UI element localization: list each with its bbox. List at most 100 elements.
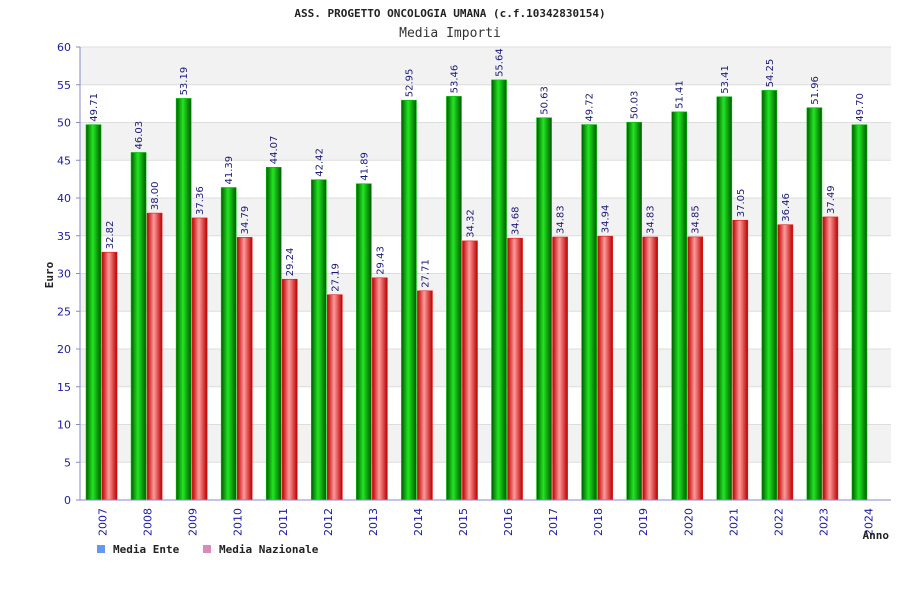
data-label: 27.19	[330, 263, 341, 292]
data-label: 34.94	[601, 205, 612, 234]
x-tick-label: 2014	[412, 508, 425, 536]
x-tick-label: 2024	[862, 508, 875, 536]
data-label: 36.46	[781, 193, 792, 222]
data-label: 54.25	[765, 59, 776, 88]
y-tick-label: 10	[57, 419, 71, 432]
x-tick-label: 2018	[592, 508, 605, 536]
x-tick-label: 2021	[727, 508, 740, 536]
x-tick-label: 2020	[682, 508, 695, 536]
bar-media-ente-2022	[761, 90, 778, 501]
y-axis-title: Euro	[43, 261, 56, 288]
bar-media-nazionale-2014	[417, 290, 433, 501]
data-label: 49.72	[585, 93, 596, 122]
x-tick-label: 2008	[142, 508, 155, 536]
plot-band	[80, 122, 891, 161]
data-label: 42.42	[314, 148, 325, 177]
x-tick-label: 2010	[232, 508, 245, 536]
y-tick-label: 20	[57, 343, 71, 356]
y-axis: 0 5 10 15 20 25 30 35 40 45 50 55 60	[57, 41, 81, 507]
bar-media-nazionale-2007	[101, 251, 118, 501]
bar-media-ente-2015	[446, 96, 462, 501]
legend-swatch-media-ente	[97, 545, 105, 553]
bar-media-ente-2024	[851, 124, 868, 501]
data-label: 44.07	[269, 136, 280, 165]
plot-band	[80, 349, 891, 387]
data-label: 29.43	[375, 246, 386, 275]
bar-media-ente-2009	[175, 98, 192, 501]
plot-band	[80, 198, 891, 236]
data-label: 37.49	[826, 185, 837, 214]
grid-lines	[80, 46, 891, 463]
x-tick-label: 2023	[817, 508, 830, 536]
data-label: 38.00	[150, 181, 161, 210]
x-tick-label: 2016	[502, 508, 515, 536]
plot-band	[80, 424, 891, 463]
y-tick-label: 35	[57, 230, 71, 243]
bar-media-ente-2018	[581, 124, 597, 501]
data-label: 49.71	[89, 93, 100, 122]
data-label: 53.46	[449, 65, 460, 94]
data-label: 51.96	[810, 76, 821, 105]
bar-media-ente-2017	[536, 117, 552, 501]
data-label: 34.79	[240, 206, 251, 235]
x-tick-label: 2019	[637, 508, 650, 536]
data-label: 50.03	[630, 91, 641, 120]
y-tick-label: 5	[64, 456, 71, 469]
bar-media-nazionale-2016	[507, 237, 523, 501]
x-tick-label: 2007	[97, 508, 110, 536]
data-label: 34.32	[465, 209, 476, 238]
bar-media-nazionale-2009	[191, 217, 208, 501]
data-label: 29.24	[285, 248, 296, 277]
data-label: 50.63	[540, 86, 551, 115]
data-label: 34.85	[691, 205, 702, 234]
bar-media-ente-2013	[356, 183, 372, 501]
bar-media-ente-2012	[311, 179, 327, 501]
data-label: 34.83	[646, 205, 657, 234]
x-tick-label: 2012	[322, 508, 335, 536]
data-label: 46.03	[134, 121, 145, 150]
data-label: 41.89	[359, 152, 370, 181]
y-tick-label: 0	[64, 494, 71, 507]
plot-band	[80, 47, 891, 85]
x-axis-title: Anno	[863, 529, 890, 542]
y-tick-label: 55	[57, 79, 71, 92]
plot-band	[80, 273, 891, 312]
y-tick-label: 50	[57, 117, 71, 130]
bars: 49.71 32.82 46.03 38.00 53.19 37.36 41.39 34.79…	[85, 48, 868, 501]
bar-media-ente-2016	[491, 79, 507, 501]
legend: Media Ente Media Nazionale	[97, 543, 319, 556]
bar-media-ente-2011	[265, 166, 282, 501]
data-label: 53.41	[720, 65, 731, 94]
y-tick-label: 15	[57, 381, 71, 394]
bar-media-nazionale-2010	[236, 237, 253, 501]
legend-label-media-ente: Media Ente	[113, 543, 180, 556]
bar-media-ente-2010	[220, 187, 237, 501]
y-tick-label: 45	[57, 154, 71, 167]
data-label: 49.70	[855, 93, 866, 122]
data-label: 34.83	[556, 205, 567, 234]
bar-media-nazionale-2019	[642, 236, 658, 501]
legend-label-media-nazionale: Media Nazionale	[219, 543, 319, 556]
data-label: 37.36	[195, 186, 206, 215]
data-label: 32.82	[105, 221, 116, 250]
x-tick-label: 2011	[277, 508, 290, 536]
bar-media-ente-2014	[401, 99, 417, 501]
bar-media-ente-2007	[85, 124, 102, 501]
x-tick-label: 2022	[772, 508, 785, 536]
x-axis: 2007 2008 2009 2010 2011 2012 2013 2014 2015 2016…	[80, 499, 891, 536]
data-label: 52.95	[404, 69, 415, 98]
bar-media-nazionale-2021	[732, 219, 749, 501]
y-tick-label: 25	[57, 305, 71, 318]
legend-swatch-media-nazionale	[203, 545, 211, 553]
bar-media-ente-2020	[671, 111, 688, 501]
data-label: 41.39	[224, 156, 235, 185]
x-tick-label: 2017	[547, 508, 560, 536]
bar-media-ente-2008	[130, 152, 147, 501]
y-tick-label: 60	[57, 41, 71, 54]
bar-media-nazionale-2012	[327, 294, 343, 501]
bar-media-nazionale-2023	[822, 216, 839, 501]
bar-media-nazionale-2011	[281, 278, 298, 501]
y-tick-label: 30	[57, 268, 71, 281]
